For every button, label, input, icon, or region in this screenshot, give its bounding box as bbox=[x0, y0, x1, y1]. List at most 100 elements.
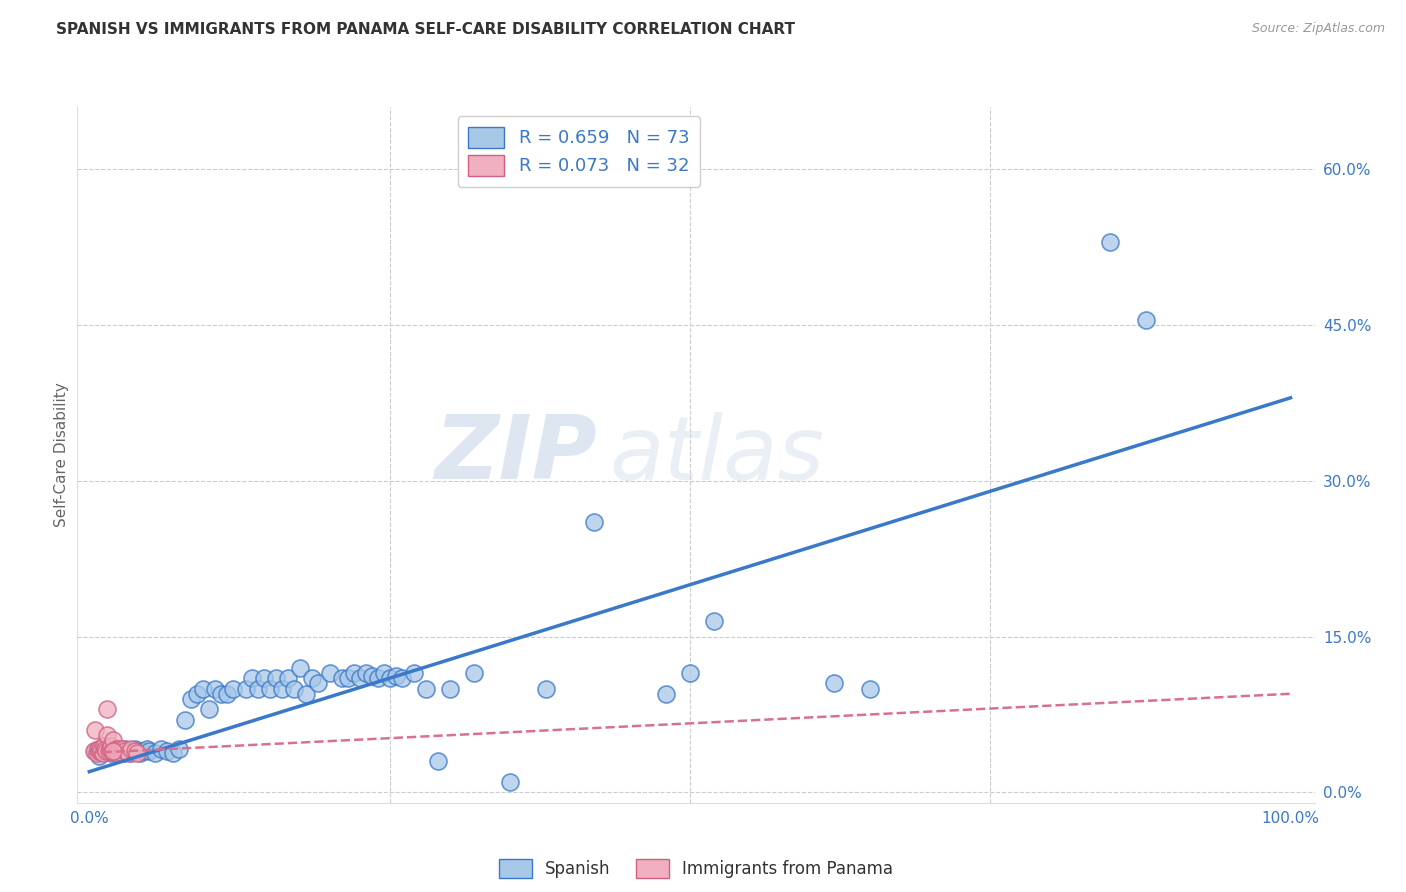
Point bbox=[132, 744, 155, 758]
Point bbox=[84, 723, 107, 738]
Point bbox=[1099, 235, 1122, 249]
Point bbox=[679, 665, 702, 680]
Point bbox=[384, 669, 406, 683]
Point bbox=[343, 665, 366, 680]
Point bbox=[91, 746, 114, 760]
Point bbox=[108, 741, 131, 756]
Point bbox=[703, 614, 725, 628]
Point bbox=[426, 754, 449, 768]
Point bbox=[101, 744, 124, 758]
Text: ZIP: ZIP bbox=[434, 411, 598, 499]
Point bbox=[294, 687, 316, 701]
Point bbox=[318, 665, 340, 680]
Point bbox=[110, 744, 132, 758]
Point bbox=[307, 676, 329, 690]
Point bbox=[96, 702, 118, 716]
Point bbox=[105, 744, 128, 758]
Point bbox=[180, 692, 202, 706]
Point bbox=[169, 741, 191, 756]
Point bbox=[198, 702, 221, 716]
Point bbox=[107, 746, 129, 760]
Point bbox=[83, 744, 105, 758]
Point bbox=[367, 671, 389, 685]
Text: Source: ZipAtlas.com: Source: ZipAtlas.com bbox=[1251, 22, 1385, 36]
Point bbox=[87, 744, 110, 758]
Point bbox=[499, 775, 522, 789]
Point bbox=[360, 669, 382, 683]
Point bbox=[288, 661, 311, 675]
Point bbox=[96, 744, 118, 758]
Point bbox=[222, 681, 245, 696]
Point bbox=[89, 741, 111, 756]
Legend: Spanish, Immigrants from Panama: Spanish, Immigrants from Panama bbox=[492, 853, 900, 885]
Point bbox=[124, 741, 146, 756]
Point bbox=[204, 681, 226, 696]
Point bbox=[108, 744, 131, 758]
Point bbox=[100, 746, 122, 760]
Point bbox=[823, 676, 845, 690]
Point bbox=[582, 516, 605, 530]
Point bbox=[277, 671, 299, 685]
Point bbox=[336, 671, 359, 685]
Point bbox=[264, 671, 287, 685]
Point bbox=[136, 741, 159, 756]
Point bbox=[402, 665, 425, 680]
Y-axis label: Self-Care Disability: Self-Care Disability bbox=[53, 383, 69, 527]
Point bbox=[117, 744, 139, 758]
Point bbox=[156, 744, 179, 758]
Point bbox=[96, 744, 118, 758]
Text: SPANISH VS IMMIGRANTS FROM PANAMA SELF-CARE DISABILITY CORRELATION CHART: SPANISH VS IMMIGRANTS FROM PANAMA SELF-C… bbox=[56, 22, 796, 37]
Point bbox=[162, 746, 184, 760]
Point bbox=[100, 739, 122, 753]
Point bbox=[138, 744, 160, 758]
Point bbox=[103, 744, 125, 758]
Point bbox=[378, 671, 401, 685]
Point bbox=[84, 744, 107, 758]
Point bbox=[301, 671, 323, 685]
Point bbox=[211, 687, 233, 701]
Point bbox=[94, 741, 117, 756]
Point bbox=[259, 681, 281, 696]
Point bbox=[145, 746, 167, 760]
Point bbox=[246, 681, 269, 696]
Point bbox=[186, 687, 208, 701]
Point bbox=[463, 665, 485, 680]
Point bbox=[86, 746, 108, 760]
Point bbox=[120, 746, 142, 760]
Point bbox=[104, 741, 127, 756]
Point bbox=[128, 746, 150, 760]
Text: atlas: atlas bbox=[609, 412, 824, 498]
Point bbox=[103, 733, 125, 747]
Point bbox=[111, 746, 134, 760]
Point bbox=[270, 681, 292, 696]
Point bbox=[354, 665, 377, 680]
Point bbox=[127, 744, 149, 758]
Point bbox=[120, 741, 142, 756]
Point bbox=[87, 749, 110, 764]
Point bbox=[415, 681, 437, 696]
Point bbox=[93, 739, 115, 753]
Point bbox=[103, 744, 125, 758]
Point bbox=[103, 744, 125, 758]
Point bbox=[330, 671, 353, 685]
Point bbox=[124, 744, 146, 758]
Point bbox=[114, 744, 136, 758]
Point bbox=[174, 713, 197, 727]
Point bbox=[439, 681, 461, 696]
Point bbox=[127, 746, 149, 760]
Point bbox=[283, 681, 305, 696]
Point bbox=[90, 744, 112, 758]
Point bbox=[252, 671, 274, 685]
Point bbox=[90, 744, 112, 758]
Point bbox=[534, 681, 557, 696]
Point bbox=[117, 746, 139, 760]
Point bbox=[96, 728, 118, 742]
Point bbox=[349, 671, 371, 685]
Point bbox=[655, 687, 678, 701]
Point bbox=[93, 739, 115, 753]
Point bbox=[373, 665, 395, 680]
Point bbox=[240, 671, 263, 685]
Point bbox=[1135, 313, 1157, 327]
Point bbox=[111, 746, 134, 760]
Point bbox=[97, 744, 120, 758]
